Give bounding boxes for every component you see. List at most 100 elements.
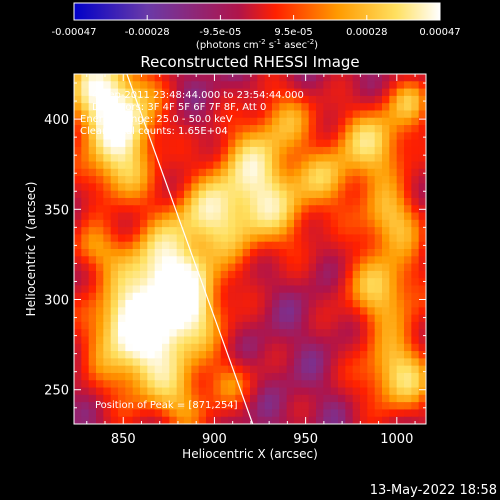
heatmap-cell: [345, 146, 354, 155]
heatmap-cell: [418, 256, 426, 265]
heatmap-cell: [360, 168, 368, 177]
heatmap-cell: [213, 88, 222, 97]
heatmap-cell: [176, 88, 185, 97]
heatmap-cell: [286, 241, 295, 250]
heatmap-cell: [250, 329, 258, 338]
heatmap-cell: [264, 168, 273, 177]
heatmap-cell: [323, 197, 332, 206]
heatmap-cell: [345, 387, 354, 396]
heatmap-cell: [316, 409, 324, 418]
heatmap-cell: [213, 314, 222, 323]
heatmap-cell: [242, 219, 251, 228]
heatmap-cell: [96, 394, 104, 403]
heatmap-cell: [301, 336, 310, 345]
heatmap-cell: [242, 394, 251, 403]
heatmap-cell: [132, 380, 141, 389]
heatmap-cell: [132, 402, 141, 411]
heatmap-cell: [323, 336, 332, 345]
heatmap-cell: [301, 358, 310, 367]
heatmap-cell: [279, 227, 288, 236]
heatmap-cell: [147, 146, 156, 155]
heatmap-cell: [81, 343, 90, 352]
heatmap-cell: [396, 168, 405, 177]
heatmap-cell: [352, 103, 361, 112]
heatmap-cell: [272, 74, 280, 82]
heatmap-cell: [418, 241, 426, 250]
heatmap-cell: [389, 256, 398, 265]
heatmap-cell: [382, 81, 390, 90]
heatmap-cell: [118, 117, 126, 126]
heatmap-cell: [374, 88, 383, 97]
heatmap-cell: [96, 314, 104, 323]
heatmap-cell: [272, 278, 280, 287]
heatmap-cell: [242, 372, 251, 381]
heatmap-cell: [264, 176, 273, 184]
heatmap-cell: [235, 146, 244, 155]
heatmap-cell: [308, 103, 317, 112]
heatmap-cell: [418, 351, 426, 359]
heatmap-cell: [294, 190, 302, 199]
heatmap-cell: [198, 161, 207, 170]
heatmap-cell: [191, 95, 200, 104]
heatmap-cell: [250, 95, 258, 104]
heatmap-cell: [228, 336, 236, 345]
heatmap-cell: [198, 285, 207, 294]
heatmap-cell: [81, 409, 90, 418]
heatmap-cell: [264, 227, 273, 236]
heatmap-cell: [140, 351, 148, 359]
heatmap-cell: [184, 256, 192, 265]
heatmap-cell: [323, 307, 332, 316]
heatmap-cell: [242, 234, 251, 243]
heatmap-cell: [279, 146, 288, 155]
heatmap-cell: [308, 394, 317, 403]
heatmap-cell: [162, 380, 170, 389]
heatmap-cell: [81, 95, 90, 104]
heatmap-cell: [411, 402, 420, 411]
heatmap-cell: [338, 300, 346, 308]
heatmap-cell: [411, 190, 420, 199]
heatmap-cell: [235, 292, 244, 301]
heatmap-cell: [345, 110, 354, 119]
heatmap-cell: [338, 212, 346, 221]
heatmap-cell: [301, 81, 310, 90]
heatmap-cell: [352, 161, 361, 170]
heatmap-cell: [367, 125, 376, 133]
heatmap-cell: [206, 88, 214, 97]
heatmap-cell: [286, 117, 295, 126]
heatmap-cell: [81, 351, 90, 359]
heatmap-cell: [235, 380, 244, 389]
heatmap-cell: [338, 205, 346, 214]
heatmap-cell: [411, 285, 420, 294]
heatmap-cell: [162, 336, 170, 345]
heatmap-cell: [110, 249, 119, 257]
heatmap-cell: [404, 321, 412, 330]
heatmap-cell: [213, 139, 222, 148]
heatmap-cell: [125, 227, 134, 236]
heatmap-cell: [374, 81, 383, 90]
heatmap-cell: [118, 183, 126, 192]
heatmap-cell: [96, 249, 104, 257]
heatmap-cell: [294, 314, 302, 323]
heatmap-cell: [396, 343, 405, 352]
heatmap-cell: [235, 270, 244, 279]
heatmap-cell: [198, 212, 207, 221]
heatmap-cell: [330, 329, 339, 338]
heatmap-cell: [345, 365, 354, 374]
heatmap-cell: [118, 314, 126, 323]
heatmap-cell: [184, 416, 192, 424]
heatmap-cell: [272, 88, 280, 97]
heatmap-cell: [286, 176, 295, 184]
heatmap-cell: [74, 183, 82, 192]
heatmap-cell: [96, 380, 104, 389]
heatmap-cell: [206, 249, 214, 257]
heatmap-cell: [213, 74, 222, 82]
heatmap-cell: [418, 314, 426, 323]
heatmap-cell: [147, 81, 156, 90]
heatmap-cell: [272, 402, 280, 411]
heatmap-cell: [360, 256, 368, 265]
heatmap-cell: [154, 74, 163, 82]
heatmap-cell: [279, 74, 288, 82]
heatmap-cell: [257, 278, 266, 287]
heatmap-cell: [81, 241, 90, 250]
heatmap-cell: [308, 197, 317, 206]
